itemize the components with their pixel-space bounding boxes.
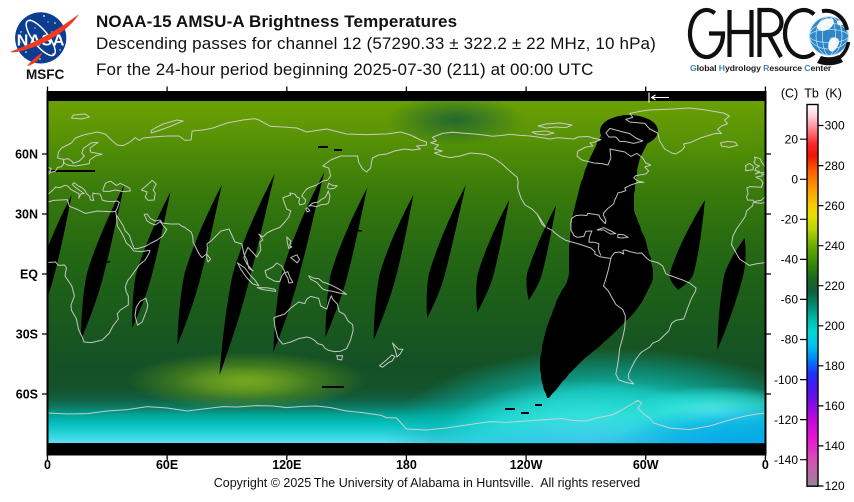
svg-text:120: 120 [825,479,845,493]
svg-text:200: 200 [825,319,845,333]
svg-text:Tb: Tb [804,87,819,101]
svg-text:-80: -80 [781,333,799,347]
svg-text:-140: -140 [774,453,798,467]
svg-text:180: 180 [396,458,417,472]
svg-text:20: 20 [785,132,799,146]
svg-text:180: 180 [825,359,845,373]
svg-text:-60: -60 [781,293,799,307]
svg-text:60N: 60N [15,148,38,162]
svg-text:300: 300 [825,119,845,133]
svg-text:-120: -120 [774,413,798,427]
svg-text:220: 220 [825,279,845,293]
svg-text:30N: 30N [15,208,38,222]
svg-text:EQ: EQ [20,268,38,282]
svg-text:30S: 30S [16,328,38,342]
svg-text:-20: -20 [781,213,799,227]
svg-text:240: 240 [825,239,845,253]
svg-text:-40: -40 [781,253,799,267]
svg-text:0: 0 [791,173,798,187]
svg-text:0: 0 [762,458,769,472]
svg-text:280: 280 [825,159,845,173]
svg-text:-100: -100 [774,373,798,387]
svg-text:0: 0 [44,458,51,472]
svg-text:(C): (C) [781,87,798,101]
svg-text:120E: 120E [272,458,301,472]
svg-text:Global Hydrology Resource Cent: Global Hydrology Resource Center [690,63,832,73]
svg-text:160: 160 [825,399,845,413]
svg-text:60W: 60W [633,458,659,472]
svg-text:260: 260 [825,199,845,213]
svg-text:140: 140 [825,439,845,453]
svg-text:(K): (K) [825,87,842,101]
svg-text:60E: 60E [156,458,178,472]
svg-text:120W: 120W [510,458,543,472]
svg-text:60S: 60S [16,388,38,402]
